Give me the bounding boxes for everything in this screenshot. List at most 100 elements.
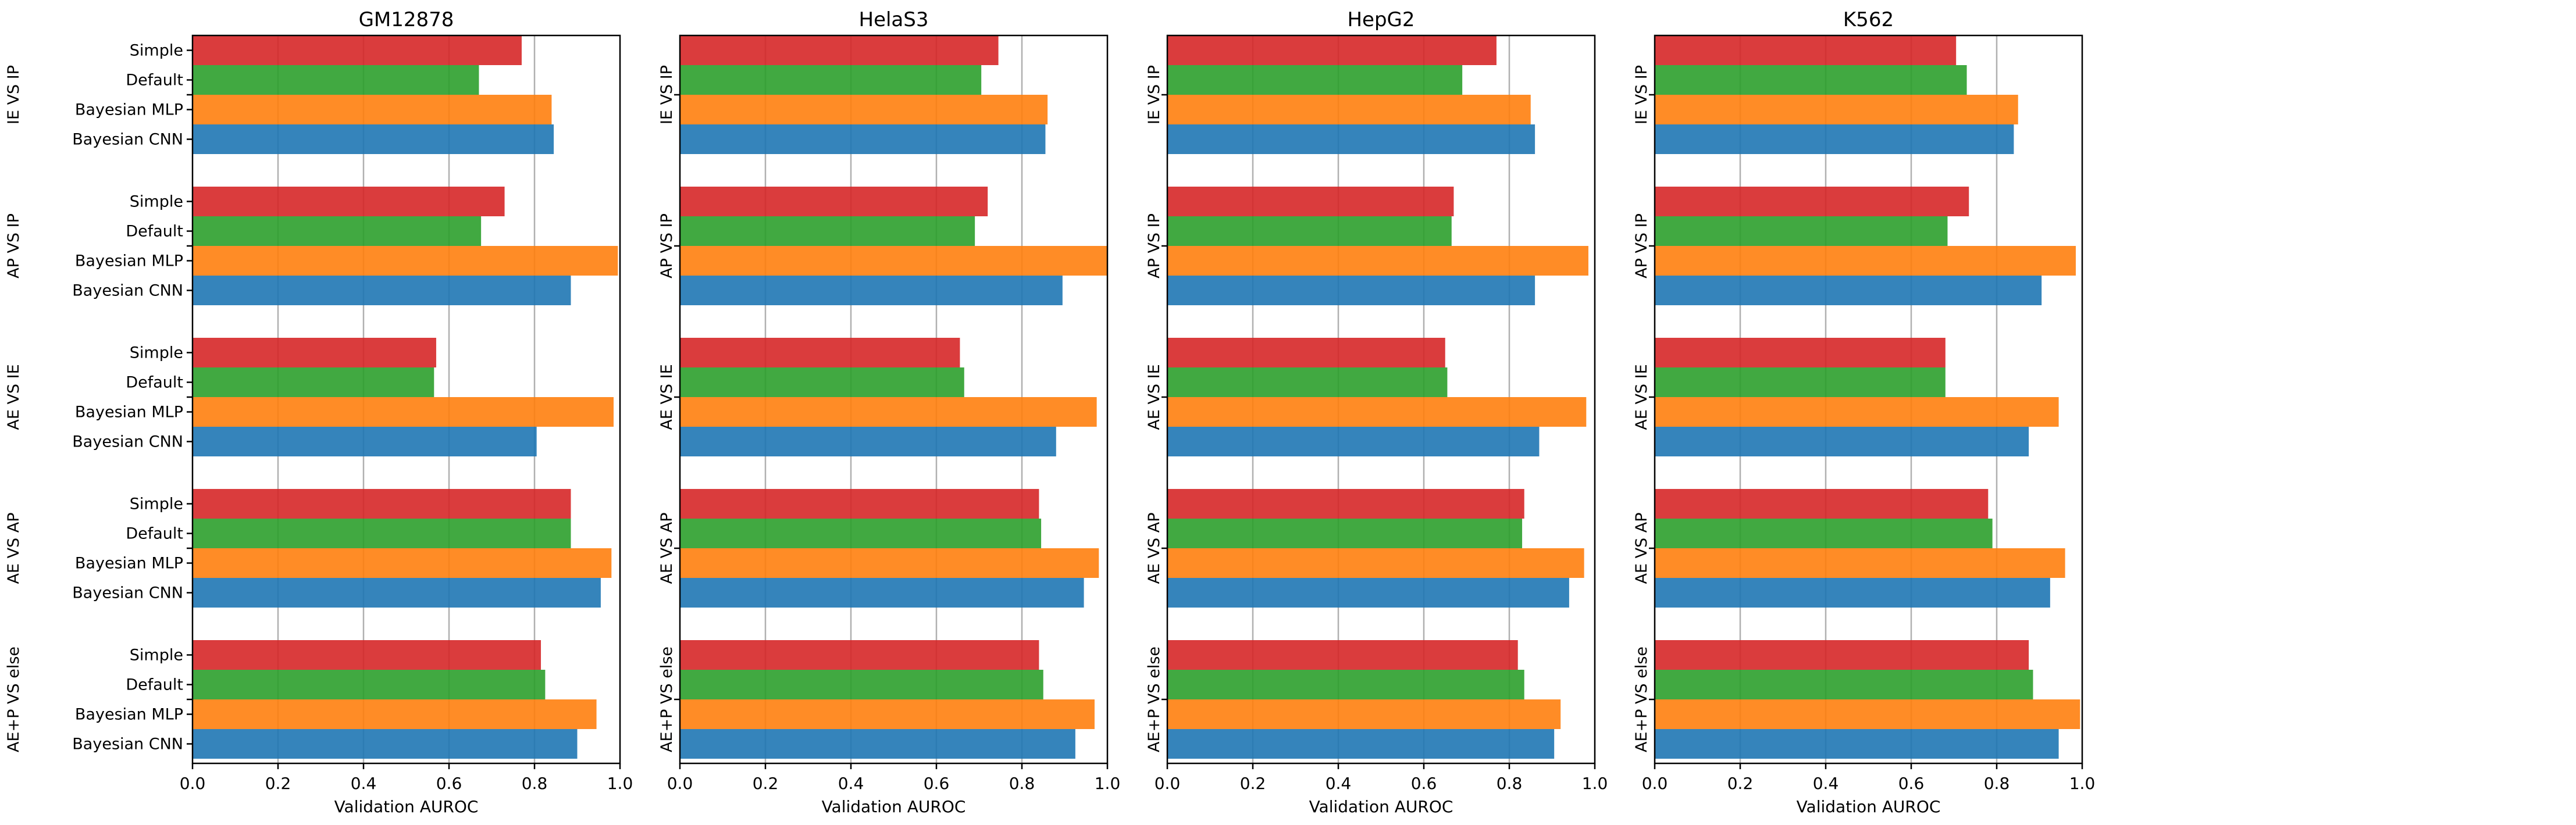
- bar-ae-vs-ie-simple: [680, 338, 960, 367]
- bar-ae-p-vs-else-bayesian-cnn: [1655, 729, 2059, 759]
- bar-ie-vs-ip-bayesian-mlp: [1167, 95, 1531, 124]
- bar-ae-vs-ap-default: [680, 519, 1042, 548]
- bar-ae-vs-ie-bayesian-mlp: [1655, 397, 2059, 427]
- axes-frame: [191, 34, 621, 765]
- panel-k562: K562 0.0 0.2 0.4 0.6 0.8 1.0 Validation AUROC IE…: [1633, 8, 2095, 816]
- axes-frame: [1166, 34, 1596, 765]
- series-tick-label: Simple: [130, 647, 183, 665]
- series-tick-label: Bayesian MLP: [75, 101, 183, 119]
- group-label: AP VS IP: [658, 213, 676, 278]
- axes-frame: [1654, 34, 2083, 765]
- bar-ap-vs-ip-simple: [193, 187, 505, 216]
- bar-ie-vs-ip-bayesian-cnn: [680, 124, 1046, 154]
- bar-ae-vs-ap-bayesian-cnn: [1167, 578, 1569, 608]
- bar-ae-p-vs-else-bayesian-mlp: [680, 699, 1095, 729]
- series-tick-label: Simple: [130, 344, 183, 362]
- series-tick-label: Bayesian CNN: [72, 433, 183, 451]
- group-label: AE VS IE: [1633, 364, 1651, 430]
- bar-ae-p-vs-else-default: [1655, 670, 2033, 699]
- bar-ie-vs-ip-bayesian-cnn: [193, 124, 554, 154]
- bar-ae-vs-ie-bayesian-cnn: [1167, 427, 1540, 456]
- series-tick-label: Simple: [130, 495, 183, 513]
- x-axis-label: Validation AUROC: [334, 797, 479, 816]
- bar-ae-vs-ap-simple: [193, 489, 571, 519]
- bar-ae-vs-ie-simple: [193, 338, 436, 367]
- bar-ie-vs-ip-bayesian-cnn: [1655, 124, 2014, 154]
- bar-ie-vs-ip-simple: [1167, 35, 1497, 65]
- bar-ae-vs-ap-default: [193, 519, 571, 548]
- x-tick-label: 0.6: [1411, 774, 1437, 793]
- bar-ae-vs-ie-simple: [1167, 338, 1445, 367]
- bar-ae-p-vs-else-bayesian-cnn: [680, 729, 1075, 759]
- panel-title: K562: [1843, 8, 1894, 31]
- bar-ae-vs-ie-bayesian-cnn: [1655, 427, 2029, 456]
- x-tick-label: 0.2: [753, 774, 779, 793]
- bar-ae-vs-ap-bayesian-cnn: [193, 578, 601, 608]
- series-tick-label: Bayesian CNN: [72, 131, 183, 149]
- x-tick-label: 0.4: [351, 774, 377, 793]
- bar-ap-vs-ip-bayesian-cnn: [680, 276, 1063, 305]
- bar-ap-vs-ip-simple: [680, 187, 988, 216]
- bar-ie-vs-ip-bayesian-mlp: [1655, 95, 2018, 124]
- x-tick-label: 1.0: [607, 774, 633, 793]
- group-label: AE+P VS else: [1633, 647, 1651, 752]
- group-label: AE VS AP: [5, 512, 23, 584]
- series-tick-label: Bayesian MLP: [75, 403, 183, 422]
- group-label: IE VS IP: [658, 65, 676, 124]
- bar-ie-vs-ip-bayesian-mlp: [680, 95, 1048, 124]
- panel-gm12878: GM12878 0.0 0.2 0.4 0.6 0.8 1.0 Validation AURO…: [5, 8, 633, 816]
- panel-title: HelaS3: [859, 8, 929, 31]
- series-tick-label: Bayesian CNN: [72, 584, 183, 602]
- x-tick-label: 0.4: [1326, 774, 1352, 793]
- x-tick-label: 1.0: [1582, 774, 1608, 793]
- series-tick-label: Bayesian MLP: [75, 252, 183, 270]
- bar-ie-vs-ip-bayesian-cnn: [1167, 124, 1535, 154]
- series-tick-label: Default: [126, 676, 183, 694]
- group-label: AE+P VS else: [1145, 647, 1163, 752]
- group-label: AE VS IE: [658, 364, 676, 430]
- x-tick-label: 0.4: [838, 774, 864, 793]
- bar-ie-vs-ip-simple: [1655, 35, 1957, 65]
- x-axis-label: Validation AUROC: [1797, 797, 1941, 816]
- series-tick-label: Default: [126, 374, 183, 392]
- x-tick-label: 0.4: [1813, 774, 1839, 793]
- series-tick-label: Bayesian MLP: [75, 706, 183, 724]
- bar-ie-vs-ip-simple: [680, 35, 999, 65]
- panel-title: HepG2: [1347, 8, 1415, 31]
- panel-helas3: HelaS3 0.0 0.2 0.4 0.6 0.8 1.0 Validation AUROC…: [658, 8, 1120, 816]
- bar-ap-vs-ip-bayesian-mlp: [1167, 246, 1588, 276]
- series-tick-label: Simple: [130, 193, 183, 211]
- group-label: AE+P VS else: [658, 647, 676, 752]
- x-tick-label: 0.0: [1155, 774, 1181, 793]
- group-label: AP VS IP: [1633, 213, 1651, 278]
- axes-frame: [679, 34, 1109, 765]
- bar-ie-vs-ip-default: [1655, 65, 1967, 95]
- bar-ap-vs-ip-simple: [1655, 187, 1969, 216]
- x-tick-label: 1.0: [1095, 774, 1121, 793]
- bar-ap-vs-ip-default: [1655, 216, 1948, 246]
- bar-ae-p-vs-else-simple: [680, 640, 1039, 670]
- bar-ap-vs-ip-bayesian-cnn: [193, 276, 571, 305]
- bar-ae-p-vs-else-simple: [193, 640, 541, 670]
- bar-ae-p-vs-else-simple: [1655, 640, 2029, 670]
- bar-ae-vs-ie-default: [680, 367, 964, 397]
- x-tick-label: 0.8: [1009, 774, 1035, 793]
- bar-ae-vs-ie-bayesian-cnn: [680, 427, 1056, 456]
- bar-ap-vs-ip-default: [680, 216, 975, 246]
- bar-ae-vs-ie-default: [1167, 367, 1448, 397]
- group-label: IE VS IP: [5, 65, 23, 124]
- group-label: AE VS AP: [1633, 512, 1651, 584]
- series-tick-label: Bayesian MLP: [75, 555, 183, 573]
- bar-ae-vs-ie-bayesian-mlp: [680, 397, 1097, 427]
- bar-ae-p-vs-else-bayesian-cnn: [1167, 729, 1555, 759]
- bar-ae-vs-ie-bayesian-mlp: [193, 397, 614, 427]
- group-label: AE VS IE: [1145, 364, 1163, 430]
- bar-ae-p-vs-else-bayesian-cnn: [193, 729, 578, 759]
- bar-ae-vs-ap-bayesian-cnn: [680, 578, 1084, 608]
- bar-ie-vs-ip-default: [193, 65, 479, 95]
- x-tick-label: 0.2: [1240, 774, 1266, 793]
- panel-title: GM12878: [359, 8, 454, 31]
- group-label: AE VS IE: [5, 364, 23, 430]
- series-tick-label: Default: [126, 72, 183, 90]
